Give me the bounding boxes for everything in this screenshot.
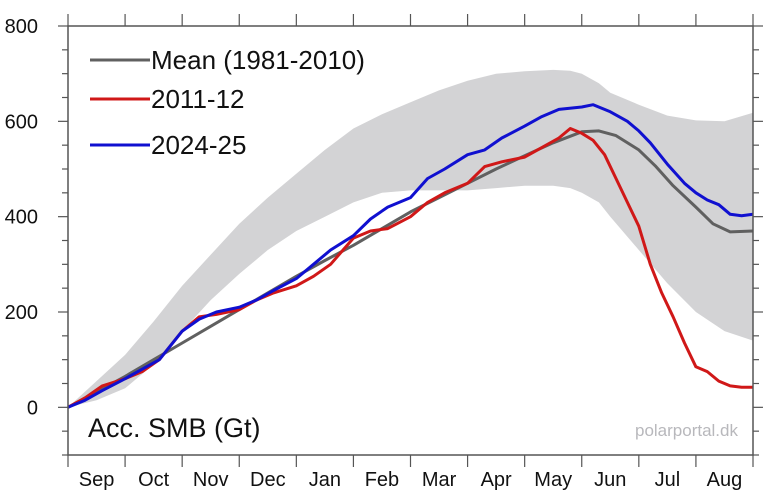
x-tick-label-mar: Mar: [422, 469, 457, 491]
x-tick-label-dec: Dec: [250, 469, 286, 491]
x-tick-label-apr: Apr: [481, 469, 512, 491]
x-tick-label-oct: Oct: [138, 469, 170, 491]
x-tick-label-feb: Feb: [365, 469, 399, 491]
x-tick-label-nov: Nov: [193, 469, 229, 491]
y-tick-label: 800: [5, 16, 38, 38]
x-tick-label-jan: Jan: [309, 469, 341, 491]
x-tick-label-jul: Jul: [655, 469, 681, 491]
series-line-2024-25: [67, 103, 754, 409]
x-tick-label-sep: Sep: [79, 469, 115, 491]
x-tick-label-may: May: [534, 469, 572, 491]
x-tick-label-jun: Jun: [594, 469, 626, 491]
legend-label: Mean (1981-2010): [151, 45, 365, 75]
y-tick-label: 600: [5, 111, 38, 133]
watermark: polarportal.dk: [635, 421, 739, 440]
y-tick-label: 200: [5, 302, 38, 324]
y-axis-label: Acc. SMB (Gt): [88, 413, 261, 443]
legend-label: 2011-12: [151, 84, 245, 114]
legend: Mean (1981-2010) 2011-12 2024-25: [90, 45, 365, 160]
range-band-layer: [68, 69, 753, 408]
legend-label: 2024-25: [151, 130, 246, 160]
series-layer: [67, 103, 754, 409]
y-tick-label: 0: [27, 397, 38, 419]
y-tick-label: 400: [5, 207, 38, 229]
axes-layer: 0 200 400 600 800 Sep Oct Nov Dec Jan Feb Mar Apr May…: [5, 14, 763, 491]
x-tick-label-aug: Aug: [707, 469, 743, 491]
range-band: [68, 69, 753, 408]
